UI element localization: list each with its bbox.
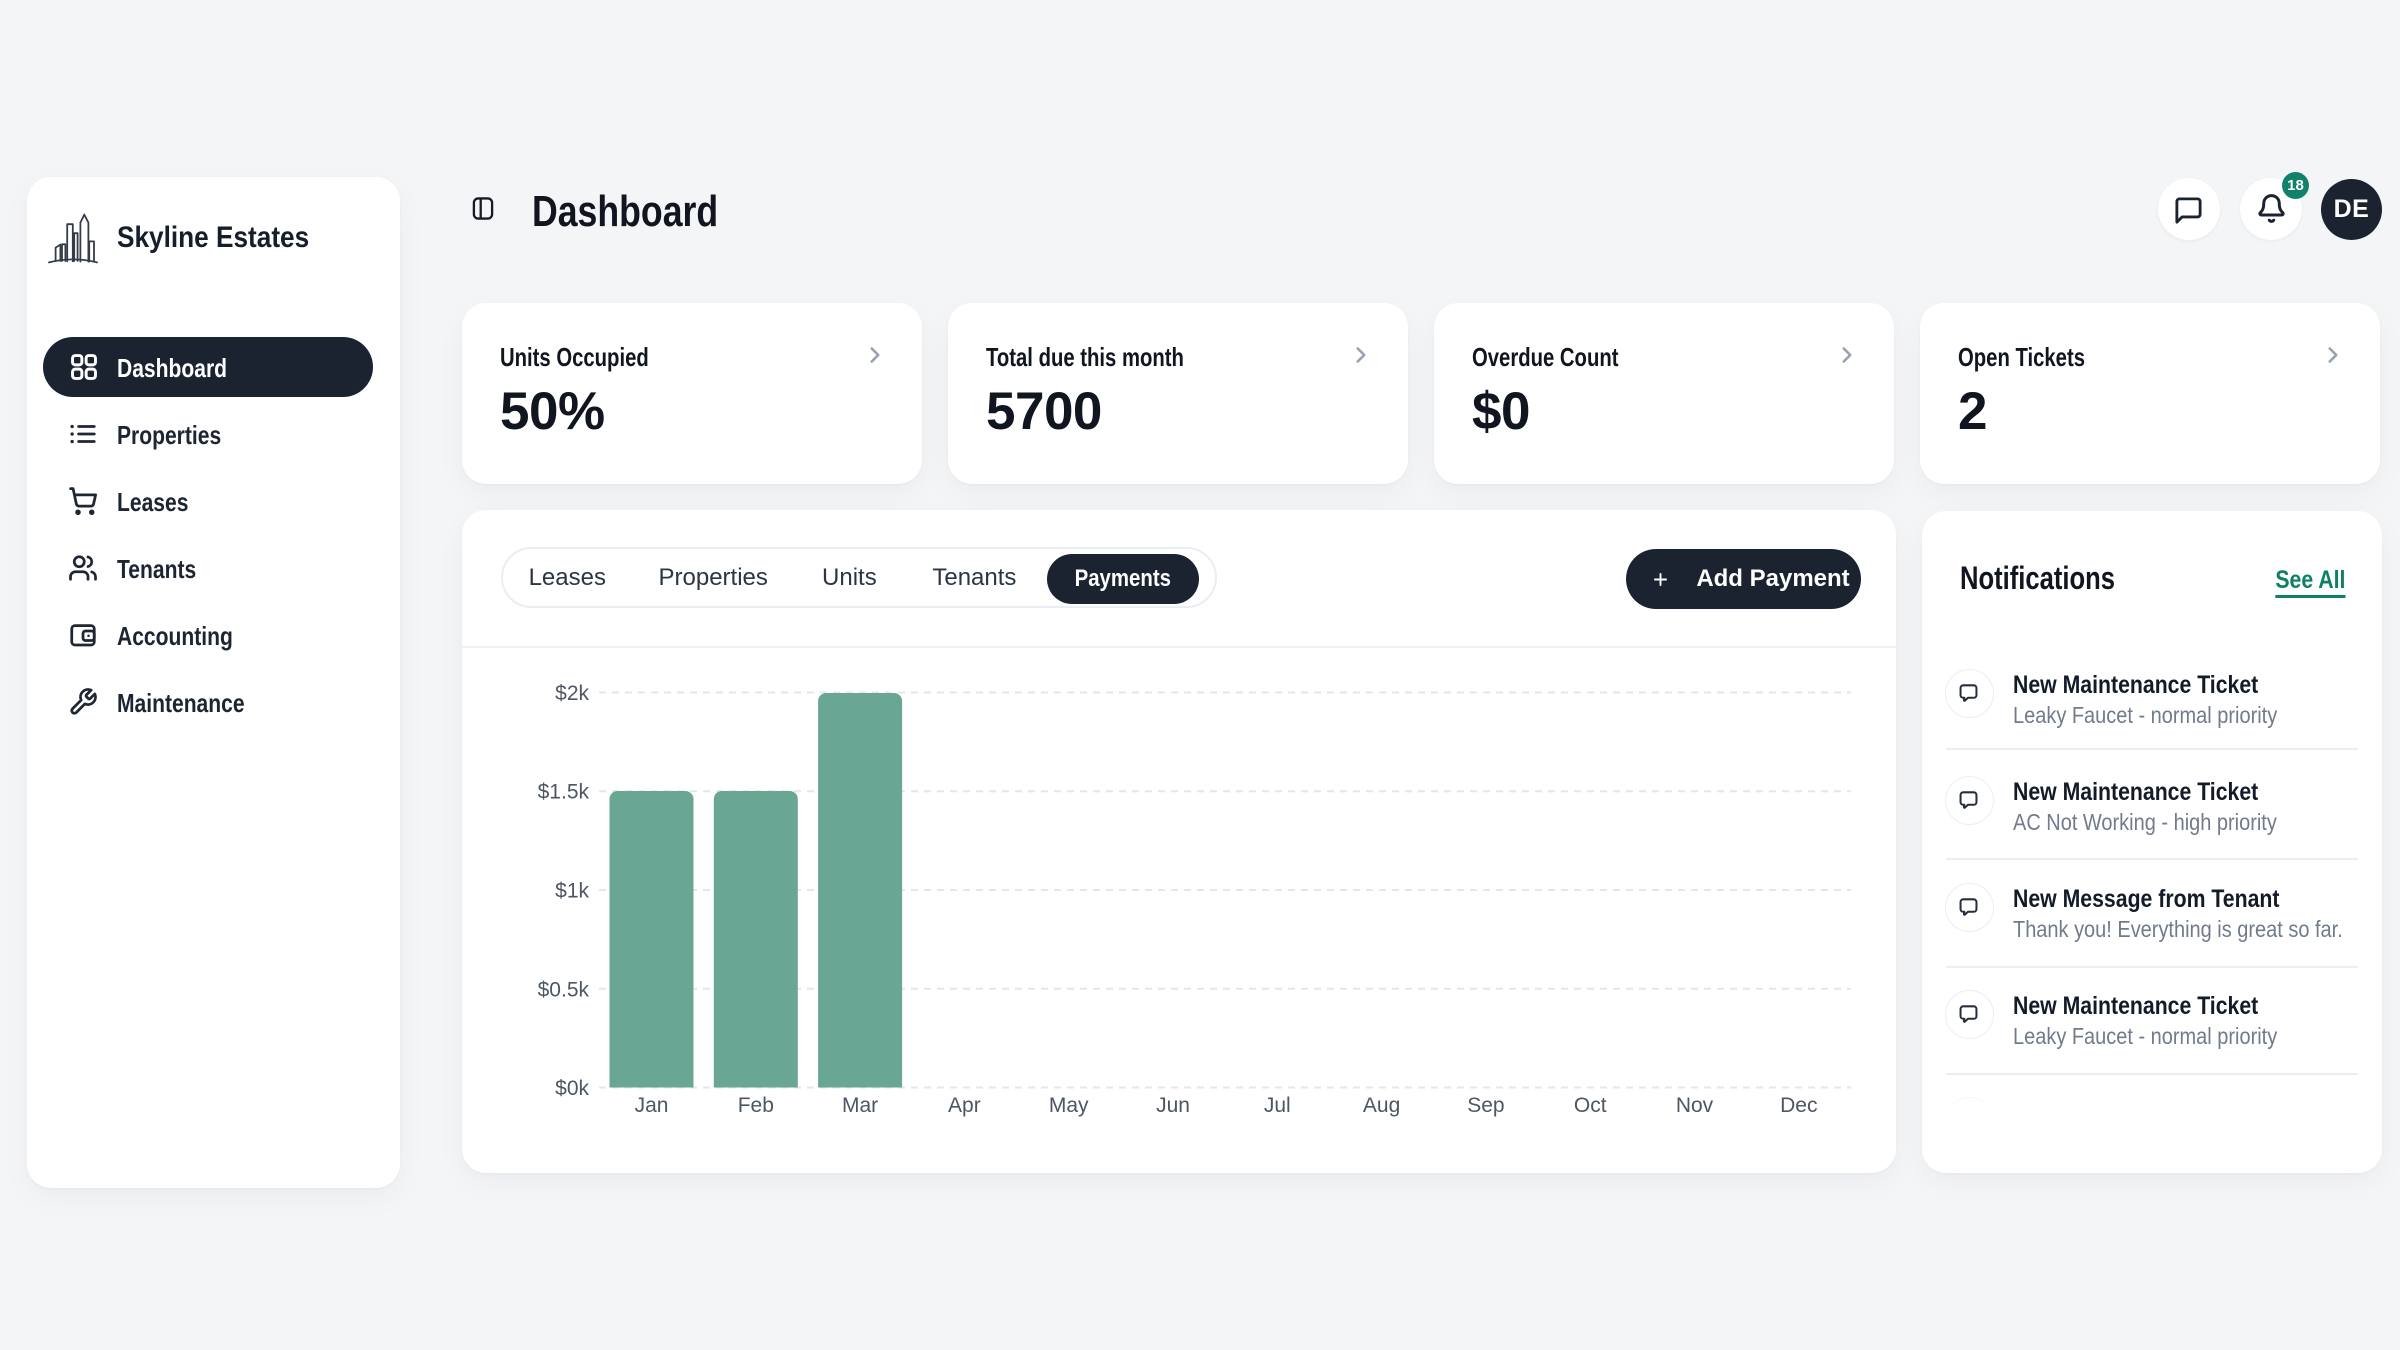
svg-text:Aug: Aug [1363,1094,1400,1117]
svg-text:$2k: $2k [555,682,589,705]
svg-text:Nov: Nov [1676,1094,1714,1117]
svg-text:Jul: Jul [1264,1094,1291,1117]
svg-text:Apr: Apr [948,1094,981,1117]
svg-text:Mar: Mar [842,1094,878,1117]
svg-text:Dec: Dec [1780,1094,1817,1117]
svg-text:$1k: $1k [555,880,589,903]
svg-text:$0k: $0k [555,1077,589,1100]
svg-text:Sep: Sep [1467,1094,1504,1117]
svg-text:$1.5k: $1.5k [538,781,590,804]
svg-text:Oct: Oct [1574,1094,1607,1117]
svg-text:$0.5k: $0.5k [538,978,590,1001]
svg-text:Jun: Jun [1156,1094,1190,1117]
svg-text:May: May [1049,1094,1089,1117]
svg-text:Jan: Jan [635,1094,669,1117]
svg-text:Feb: Feb [738,1094,774,1117]
